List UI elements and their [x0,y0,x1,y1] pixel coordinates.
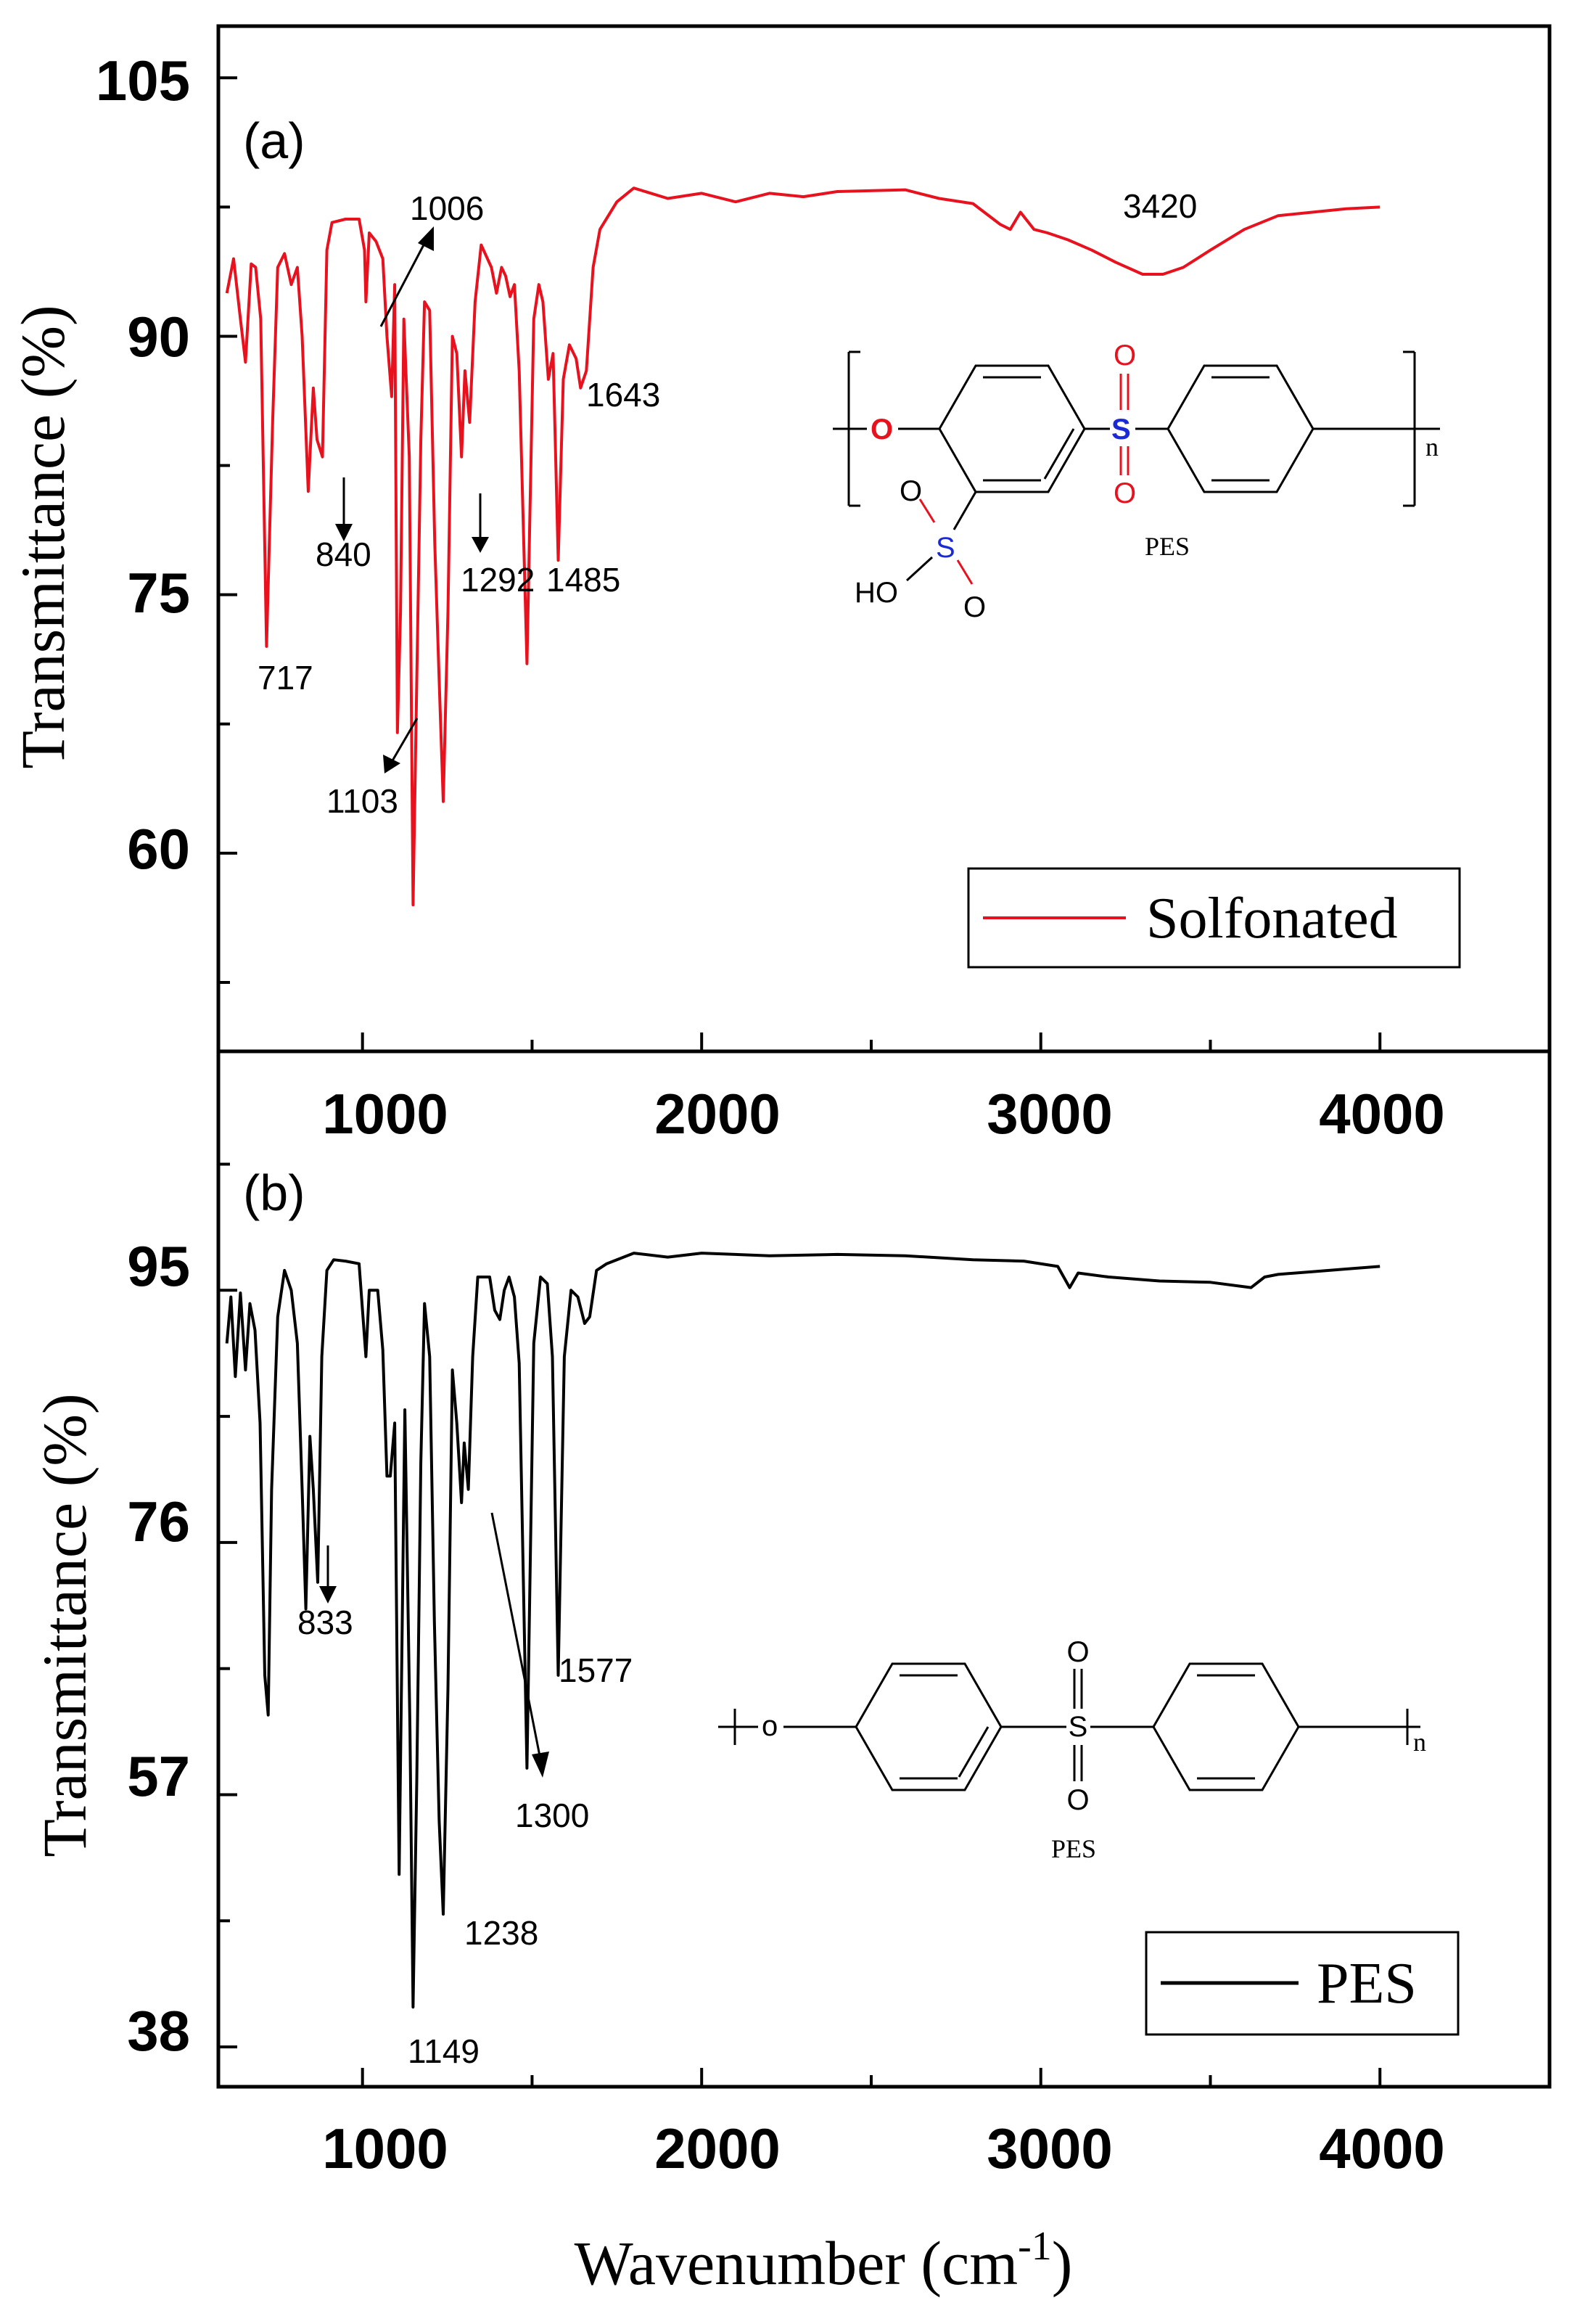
arrowhead-1006 [418,226,434,251]
annotation-1292: 1292 [461,561,535,599]
structure-a-oxygen-bottom: O [1114,477,1136,509]
annotation-1006: 1006 [410,189,484,227]
panel-b-ytick-57: 57 [127,1744,190,1808]
structure-a-oxygen: O [871,414,893,445]
panel-b-series [225,1252,1381,2009]
structure-sulfonated-pes: O S O O n S O O HO [833,340,1440,623]
arrowhead-840 [335,524,353,541]
panel-a-ylabel: Transmittance (%) [8,305,78,768]
annotation-1485: 1485 [546,561,620,599]
structure-b-sulfur: S [1069,1711,1088,1743]
panel-a: 105 90 75 60 Transmittance (%) (a) 717 8… [8,24,1552,1146]
arrowhead-1103 [383,755,400,773]
annotation-717: 717 [258,659,313,697]
structure-a-hydroxyl: HO [855,577,898,609]
arrow-1103 [390,718,419,763]
structure-b-caption: PES [1051,1834,1096,1863]
structure-a-sulfonic-oxygen-a: O [900,475,922,507]
annotation-833: 833 [297,1604,353,1641]
legend-a-label: Solfonated [1146,887,1398,950]
panel-b-xtick-3000: 3000 [987,2116,1113,2180]
annotation-1643: 1643 [586,376,660,414]
panel-b-frame [216,1049,1552,2089]
arrowhead-1292 [472,537,489,553]
panel-a-xtick-1000: 1000 [322,1082,448,1146]
annotation-1238: 1238 [464,1914,538,1952]
x-axis-title-main: Wavenumber (cm [575,2228,1019,2298]
annotation-1577: 1577 [559,1651,633,1689]
annotation-840: 840 [316,535,371,573]
structure-a-oxygen-top: O [1114,340,1136,371]
annotation-1103: 1103 [326,782,398,820]
panel-b-label: (b) [243,1165,305,1221]
arrowhead-833 [319,1586,337,1604]
arrowhead-1300 [532,1752,549,1778]
panel-a-xtick-2000: 2000 [654,1082,781,1146]
panel-a-label: (a) [243,112,305,169]
panel-b-ytick-95: 95 [127,1234,190,1298]
panel-b-xtick-2000: 2000 [654,2116,781,2180]
panel-a-ytick-60: 60 [127,817,190,881]
panel-b-ytick-38: 38 [127,1999,190,2063]
series-line-pes [225,1252,1381,2009]
panel-a-ytick-75: 75 [127,561,190,625]
panel-a-ytick-90: 90 [127,305,190,369]
arrow-1006 [379,239,428,327]
panel-b-xtick-1000: 1000 [322,2116,448,2180]
panel-b-ticks [218,1162,1382,2087]
series-line-solfonated [225,186,1381,907]
legend-b-label: PES [1317,1952,1417,2016]
structure-a-subscript-n: n [1425,432,1439,461]
structure-b-oxygen-bottom: O [1066,1784,1089,1816]
structure-b-oxygen: o [762,1710,778,1742]
panel-a-series [225,186,1381,907]
panel-a-xtick-3000: 3000 [987,1082,1113,1146]
structure-b-subscript-n: n [1413,1728,1426,1757]
arrow-1300 [490,1512,542,1760]
panel-a-ticks [218,76,1382,1051]
panel-b-ytick-76: 76 [127,1490,190,1553]
x-axis-title-superscript: -1 [1018,2224,1052,2269]
panel-b: 95 76 57 38 Transmittance (%) (b) 833 11… [30,1049,1552,2298]
annotation-3420: 3420 [1123,187,1197,225]
structure-a-sulfonic-oxygen-b: O [963,591,986,623]
structure-b-oxygen-top: O [1066,1636,1089,1668]
panel-a-ytick-105: 105 [96,49,190,112]
x-axis-title: Wavenumber (cm-1) [575,2224,1073,2298]
x-axis-title-end: ) [1052,2228,1073,2298]
panel-b-ylabel: Transmittance (%) [30,1393,99,1857]
structure-a-sulfonic-sulfur: S [936,532,955,564]
structure-a-caption: PES [1145,532,1190,561]
structure-a-sulfur: S [1111,414,1131,445]
structure-pes: o S O O n PES [718,1636,1426,1863]
annotation-1149: 1149 [408,2032,480,2070]
panel-b-xtick-4000: 4000 [1319,2116,1445,2180]
annotation-1300: 1300 [515,1797,589,1834]
panel-a-xtick-4000: 4000 [1319,1082,1445,1146]
